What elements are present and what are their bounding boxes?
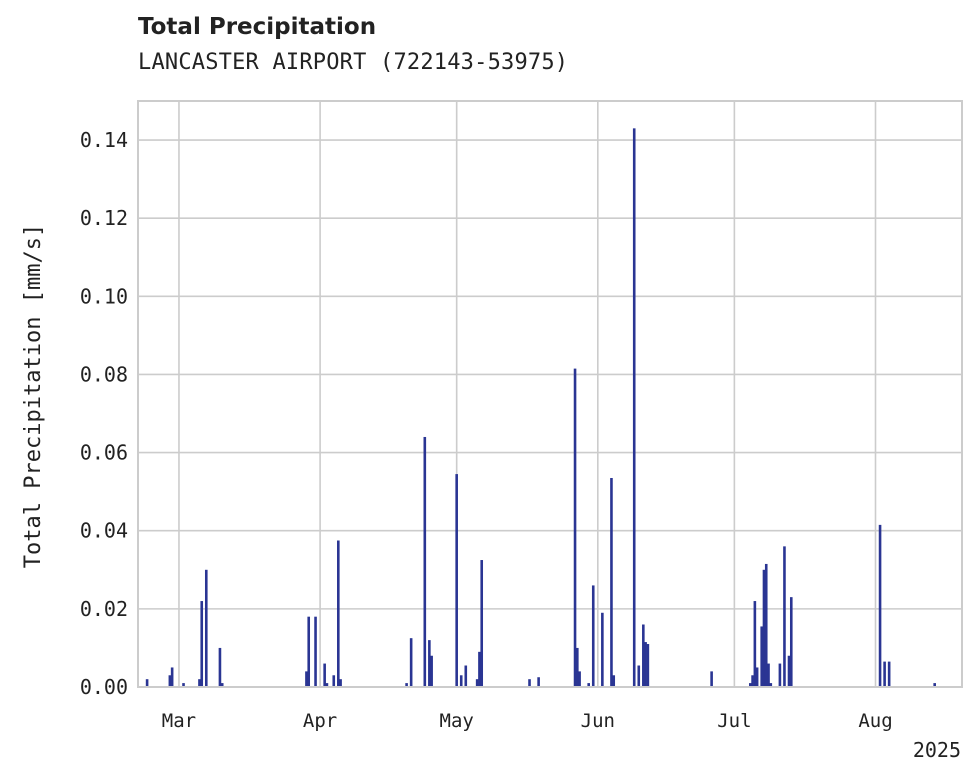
precipitation-bar — [637, 665, 641, 687]
precipitation-bar — [430, 655, 433, 687]
precipitation-bar — [323, 663, 326, 687]
precipitation-bar — [762, 569, 766, 687]
precipitation-bar — [307, 616, 311, 687]
x-tick-label: May — [440, 710, 474, 732]
y-tick-label: 0.12 — [80, 206, 128, 230]
chart-title: Total Precipitation — [138, 14, 377, 40]
precipitation-bar — [337, 540, 340, 687]
y-tick-label: 0.02 — [80, 597, 128, 621]
precipitation-bar — [646, 644, 650, 687]
y-tick-label: 0.14 — [80, 128, 128, 152]
precipitation-bar — [480, 560, 484, 687]
precipitation-bar — [220, 683, 224, 687]
x-tick-label: Aug — [858, 710, 892, 732]
precipitation-bar — [182, 683, 185, 687]
precipitation-bar — [632, 128, 636, 687]
precipitation-bar — [769, 683, 773, 687]
precipitation-bar — [409, 638, 413, 687]
chart-subtitle: LANCASTER AIRPORT (722143-53975) — [138, 50, 569, 75]
y-tick-label: 0.06 — [80, 441, 128, 465]
precipitation-bar — [764, 563, 768, 687]
x-axis-ticks: Mar Apr May Jun Jul Aug — [162, 710, 893, 732]
x-tick-label: Apr — [303, 710, 337, 732]
precipitation-bar — [755, 667, 759, 687]
precipitation-bar — [478, 651, 481, 687]
precipitation-bar — [168, 675, 172, 687]
precipitation-bar — [587, 683, 590, 687]
precipitation-bar — [576, 647, 579, 687]
precipitation-bar — [783, 546, 786, 687]
precipitation-bar — [455, 474, 458, 687]
precipitation-bar — [305, 671, 308, 687]
y-tick-label: 0.04 — [80, 519, 128, 543]
precipitation-bar — [314, 616, 317, 687]
precipitation-bar — [200, 601, 204, 687]
y-axis-label: Total Precipitation [mm/s] — [21, 224, 46, 568]
precipitation-bar — [778, 663, 782, 687]
precipitation-bar — [610, 477, 613, 687]
precipitation-bar — [537, 677, 540, 687]
precipitation-bar — [423, 436, 427, 687]
precipitation-bar — [612, 675, 616, 687]
precipitation-bar — [642, 624, 645, 687]
precipitation-bar — [464, 665, 468, 687]
precipitation-bar — [475, 679, 479, 687]
x-tick-label: Mar — [162, 710, 196, 732]
precipitation-bar — [644, 642, 647, 687]
precipitation-bar — [528, 679, 531, 687]
precipitation-bar — [198, 679, 201, 687]
precipitation-bar — [204, 569, 208, 687]
precipitation-bar — [405, 683, 408, 687]
precipitation-bar — [760, 626, 763, 687]
precipitation-bar — [789, 597, 793, 687]
precipitation-bar — [573, 368, 577, 687]
precipitation-bar — [883, 661, 886, 687]
precipitation-bar — [767, 663, 770, 687]
y-tick-label: 0.08 — [80, 362, 128, 386]
y-axis-ticks: 0.00 0.02 0.04 0.06 0.08 0.10 0.12 0.14 — [80, 128, 128, 699]
precipitation-bar — [145, 679, 149, 687]
precipitation-bar — [710, 671, 713, 687]
precipitation-bar — [578, 671, 581, 687]
precipitation-bar — [591, 585, 595, 687]
precipitation-bar — [933, 683, 936, 687]
y-tick-label: 0.00 — [80, 675, 128, 699]
x-tick-label: Jun — [581, 710, 615, 732]
precipitation-bar — [170, 667, 174, 687]
grid-lines — [138, 101, 962, 688]
x-tick-label: Jul — [717, 710, 751, 732]
precipitation-bar — [887, 661, 891, 687]
precipitation-bar — [787, 655, 791, 687]
precipitation-bar — [753, 601, 757, 687]
precipitation-bar — [878, 524, 882, 687]
precipitation-bar — [339, 679, 342, 687]
precipitation-bar — [325, 683, 329, 687]
precipitation-bar — [749, 683, 752, 687]
bar-series — [145, 128, 936, 687]
precipitation-bar — [751, 675, 754, 687]
precipitation-bar — [601, 612, 604, 687]
precipitation-bar — [428, 640, 431, 687]
year-label: 2025 — [913, 738, 961, 762]
plot-frame — [137, 100, 963, 688]
precipitation-bar — [332, 675, 336, 687]
precipitation-bar — [218, 647, 222, 687]
precipitation-bar — [459, 675, 463, 687]
y-tick-label: 0.10 — [80, 284, 128, 308]
